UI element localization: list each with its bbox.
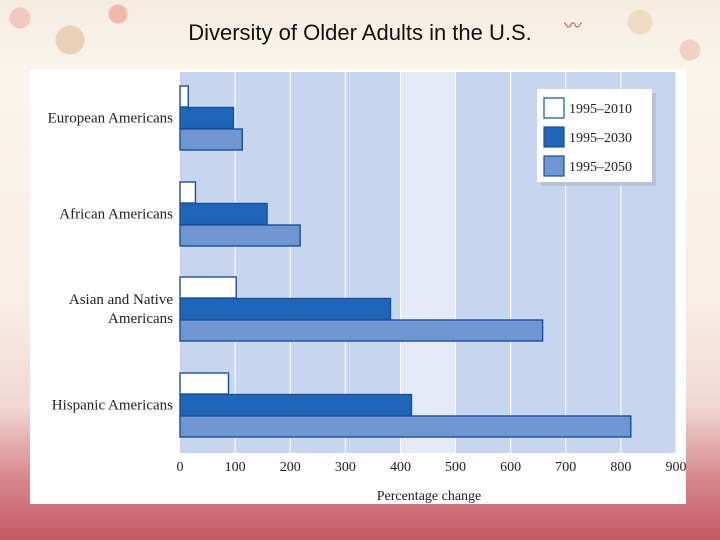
- x-tick-label: 300: [335, 460, 356, 475]
- bar[interactable]: [179, 393, 413, 417]
- x-tick-label: 900: [666, 460, 687, 475]
- x-tick-label: 200: [280, 460, 301, 475]
- category-label: Hispanic Americans: [52, 398, 173, 414]
- legend-label: 1995–2010: [569, 102, 632, 117]
- slide-title: Diversity of Older Adults in the U.S.: [188, 20, 532, 45]
- bar[interactable]: [179, 276, 237, 299]
- bar[interactable]: [179, 181, 197, 204]
- x-tick-label: 500: [445, 460, 466, 475]
- decorative-banner: [0, 0, 720, 72]
- x-tick-label: 700: [555, 460, 576, 475]
- bar[interactable]: [179, 202, 268, 226]
- bar[interactable]: [179, 372, 230, 395]
- category-label: African Americans: [59, 207, 173, 223]
- category-label: Asian and Native: [69, 292, 173, 308]
- x-tick-label: 0: [177, 460, 184, 475]
- legend-swatch: [543, 126, 565, 148]
- bar[interactable]: [179, 85, 189, 108]
- bar[interactable]: [179, 319, 544, 342]
- x-tick-label: 100: [225, 460, 246, 475]
- bird-icon: 〰: [564, 16, 582, 36]
- x-tick-label: 400: [390, 460, 411, 475]
- bar[interactable]: [179, 415, 632, 438]
- bar[interactable]: [179, 224, 301, 247]
- legend-label: 1995–2050: [569, 160, 632, 175]
- bar[interactable]: [179, 128, 243, 151]
- legend-swatch: [543, 97, 565, 119]
- x-axis-label: Percentage change: [377, 489, 482, 504]
- x-tick-label: 800: [610, 460, 631, 475]
- bar-chart: European Americans African Americans Asian…: [48, 72, 687, 504]
- x-tick-label: 600: [500, 460, 521, 475]
- chart-panel: European Americans African Americans Asian…: [30, 70, 686, 504]
- bar[interactable]: [179, 106, 235, 130]
- legend-swatch: [543, 155, 565, 177]
- category-label: European Americans: [48, 111, 174, 127]
- plot-highlight-band: [400, 72, 456, 453]
- category-label: Americans: [108, 311, 173, 327]
- bar[interactable]: [179, 297, 392, 321]
- legend-label: 1995–2030: [569, 131, 632, 146]
